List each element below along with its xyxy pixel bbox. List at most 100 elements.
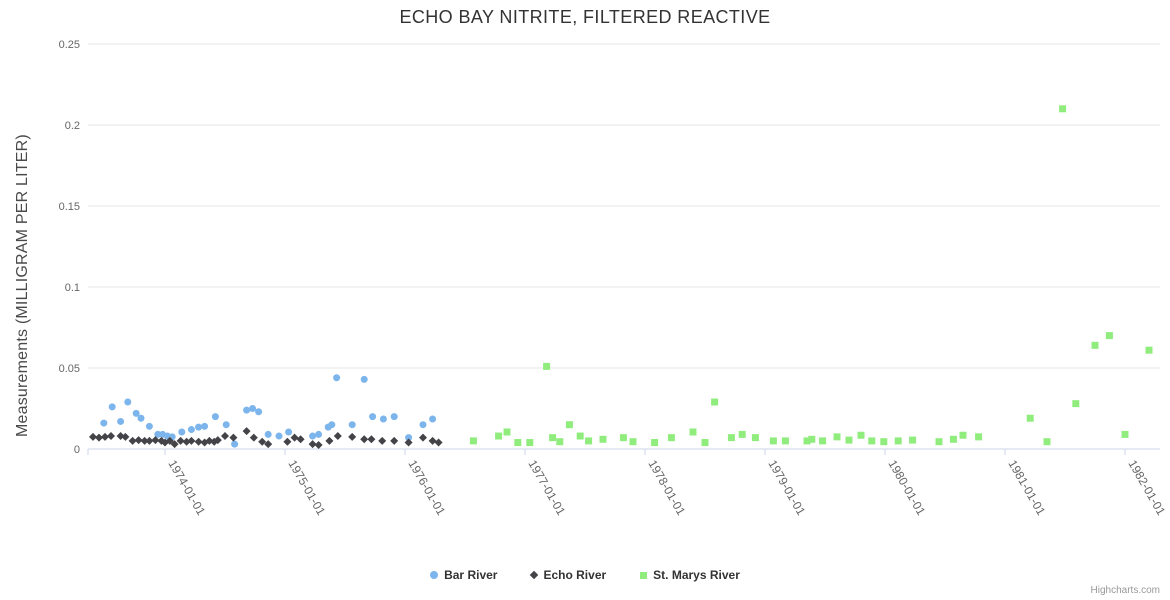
data-point[interactable] <box>145 436 154 445</box>
data-point[interactable] <box>325 436 334 445</box>
data-point[interactable] <box>275 432 283 440</box>
data-point[interactable] <box>211 413 219 421</box>
data-point[interactable] <box>309 432 317 440</box>
data-point[interactable] <box>108 403 116 411</box>
highcharts-credits-link[interactable]: Highcharts.com <box>1090 585 1160 596</box>
data-point[interactable] <box>231 440 239 448</box>
data-point[interactable] <box>229 433 238 442</box>
data-point[interactable] <box>651 439 659 447</box>
data-point[interactable] <box>333 374 341 382</box>
data-point[interactable] <box>781 437 789 445</box>
data-point[interactable] <box>857 431 865 439</box>
data-point[interactable] <box>132 409 140 417</box>
data-point[interactable] <box>667 434 675 442</box>
data-point[interactable] <box>819 437 827 445</box>
data-point[interactable] <box>803 437 811 445</box>
data-point[interactable] <box>308 440 317 449</box>
data-point[interactable] <box>101 432 109 441</box>
data-point[interactable] <box>1043 438 1051 446</box>
data-point[interactable] <box>187 436 196 445</box>
data-point[interactable] <box>378 436 387 445</box>
data-point[interactable] <box>124 398 132 406</box>
data-point[interactable] <box>178 428 186 436</box>
data-point[interactable] <box>619 434 627 442</box>
data-point[interactable] <box>222 421 230 429</box>
data-point[interactable] <box>264 430 272 438</box>
data-point[interactable] <box>154 430 162 438</box>
legend-item-st-marys-river[interactable]: St. Marys River <box>640 568 740 582</box>
data-point[interactable] <box>367 435 376 444</box>
data-point[interactable] <box>495 432 503 440</box>
data-point[interactable] <box>599 435 607 443</box>
data-point[interactable] <box>1091 341 1099 349</box>
data-point[interactable] <box>369 413 377 421</box>
data-point[interactable] <box>290 433 299 442</box>
data-point[interactable] <box>549 434 557 442</box>
data-point[interactable] <box>701 439 709 447</box>
data-point[interactable] <box>348 432 357 441</box>
data-point[interactable] <box>469 437 477 445</box>
data-point[interactable] <box>1072 400 1080 408</box>
data-point[interactable] <box>255 408 263 416</box>
data-point[interactable] <box>117 417 125 425</box>
data-point[interactable] <box>751 434 759 442</box>
data-point[interactable] <box>727 434 735 442</box>
data-point[interactable] <box>404 438 413 447</box>
data-point[interactable] <box>137 414 145 422</box>
data-point[interactable] <box>949 435 957 443</box>
data-point[interactable] <box>556 438 564 446</box>
data-point[interactable] <box>151 436 160 445</box>
data-point[interactable] <box>585 437 593 445</box>
data-point[interactable] <box>176 436 185 445</box>
data-point[interactable] <box>629 438 637 446</box>
data-point[interactable] <box>935 438 943 446</box>
data-point[interactable] <box>769 437 777 445</box>
data-point[interactable] <box>165 436 174 445</box>
data-point[interactable] <box>213 436 222 445</box>
data-point[interactable] <box>145 422 153 430</box>
data-point[interactable] <box>128 436 137 445</box>
data-point[interactable] <box>833 433 841 441</box>
data-point[interactable] <box>100 419 108 427</box>
data-point[interactable] <box>880 438 888 446</box>
data-point[interactable] <box>140 436 149 445</box>
data-point[interactable] <box>390 413 398 421</box>
data-point[interactable] <box>808 435 816 443</box>
data-point[interactable] <box>348 421 356 429</box>
data-point[interactable] <box>419 421 427 429</box>
data-point[interactable] <box>134 436 143 445</box>
data-point[interactable] <box>526 439 534 447</box>
data-point[interactable] <box>543 362 551 370</box>
data-point[interactable] <box>845 436 853 444</box>
data-point[interactable] <box>1059 105 1067 113</box>
data-point[interactable] <box>1121 430 1129 438</box>
data-point[interactable] <box>738 430 746 438</box>
data-point[interactable] <box>711 398 719 406</box>
legend-item-bar-river[interactable]: Bar River <box>430 568 497 582</box>
data-point[interactable] <box>107 432 115 441</box>
data-point[interactable] <box>360 435 369 444</box>
data-point[interactable] <box>315 430 323 438</box>
data-point[interactable] <box>221 432 229 441</box>
data-point[interactable] <box>242 427 251 436</box>
data-point[interactable] <box>428 436 437 445</box>
data-point[interactable] <box>390 436 399 445</box>
data-point[interactable] <box>333 432 342 441</box>
data-point[interactable] <box>514 439 522 447</box>
data-point[interactable] <box>328 421 336 429</box>
data-point[interactable] <box>503 428 511 436</box>
legend-item-echo-river[interactable]: Echo River <box>530 568 606 582</box>
data-point[interactable] <box>1105 332 1113 340</box>
data-point[interactable] <box>201 422 209 430</box>
data-point[interactable] <box>565 421 573 429</box>
data-point[interactable] <box>689 428 697 436</box>
data-point[interactable] <box>249 433 258 442</box>
data-point[interactable] <box>121 432 130 441</box>
data-point[interactable] <box>194 437 203 446</box>
data-point[interactable] <box>419 433 427 442</box>
data-point[interactable] <box>894 437 902 445</box>
data-point[interactable] <box>187 426 195 434</box>
data-point[interactable] <box>434 438 443 447</box>
data-point[interactable] <box>296 435 305 444</box>
data-point[interactable] <box>258 437 267 446</box>
